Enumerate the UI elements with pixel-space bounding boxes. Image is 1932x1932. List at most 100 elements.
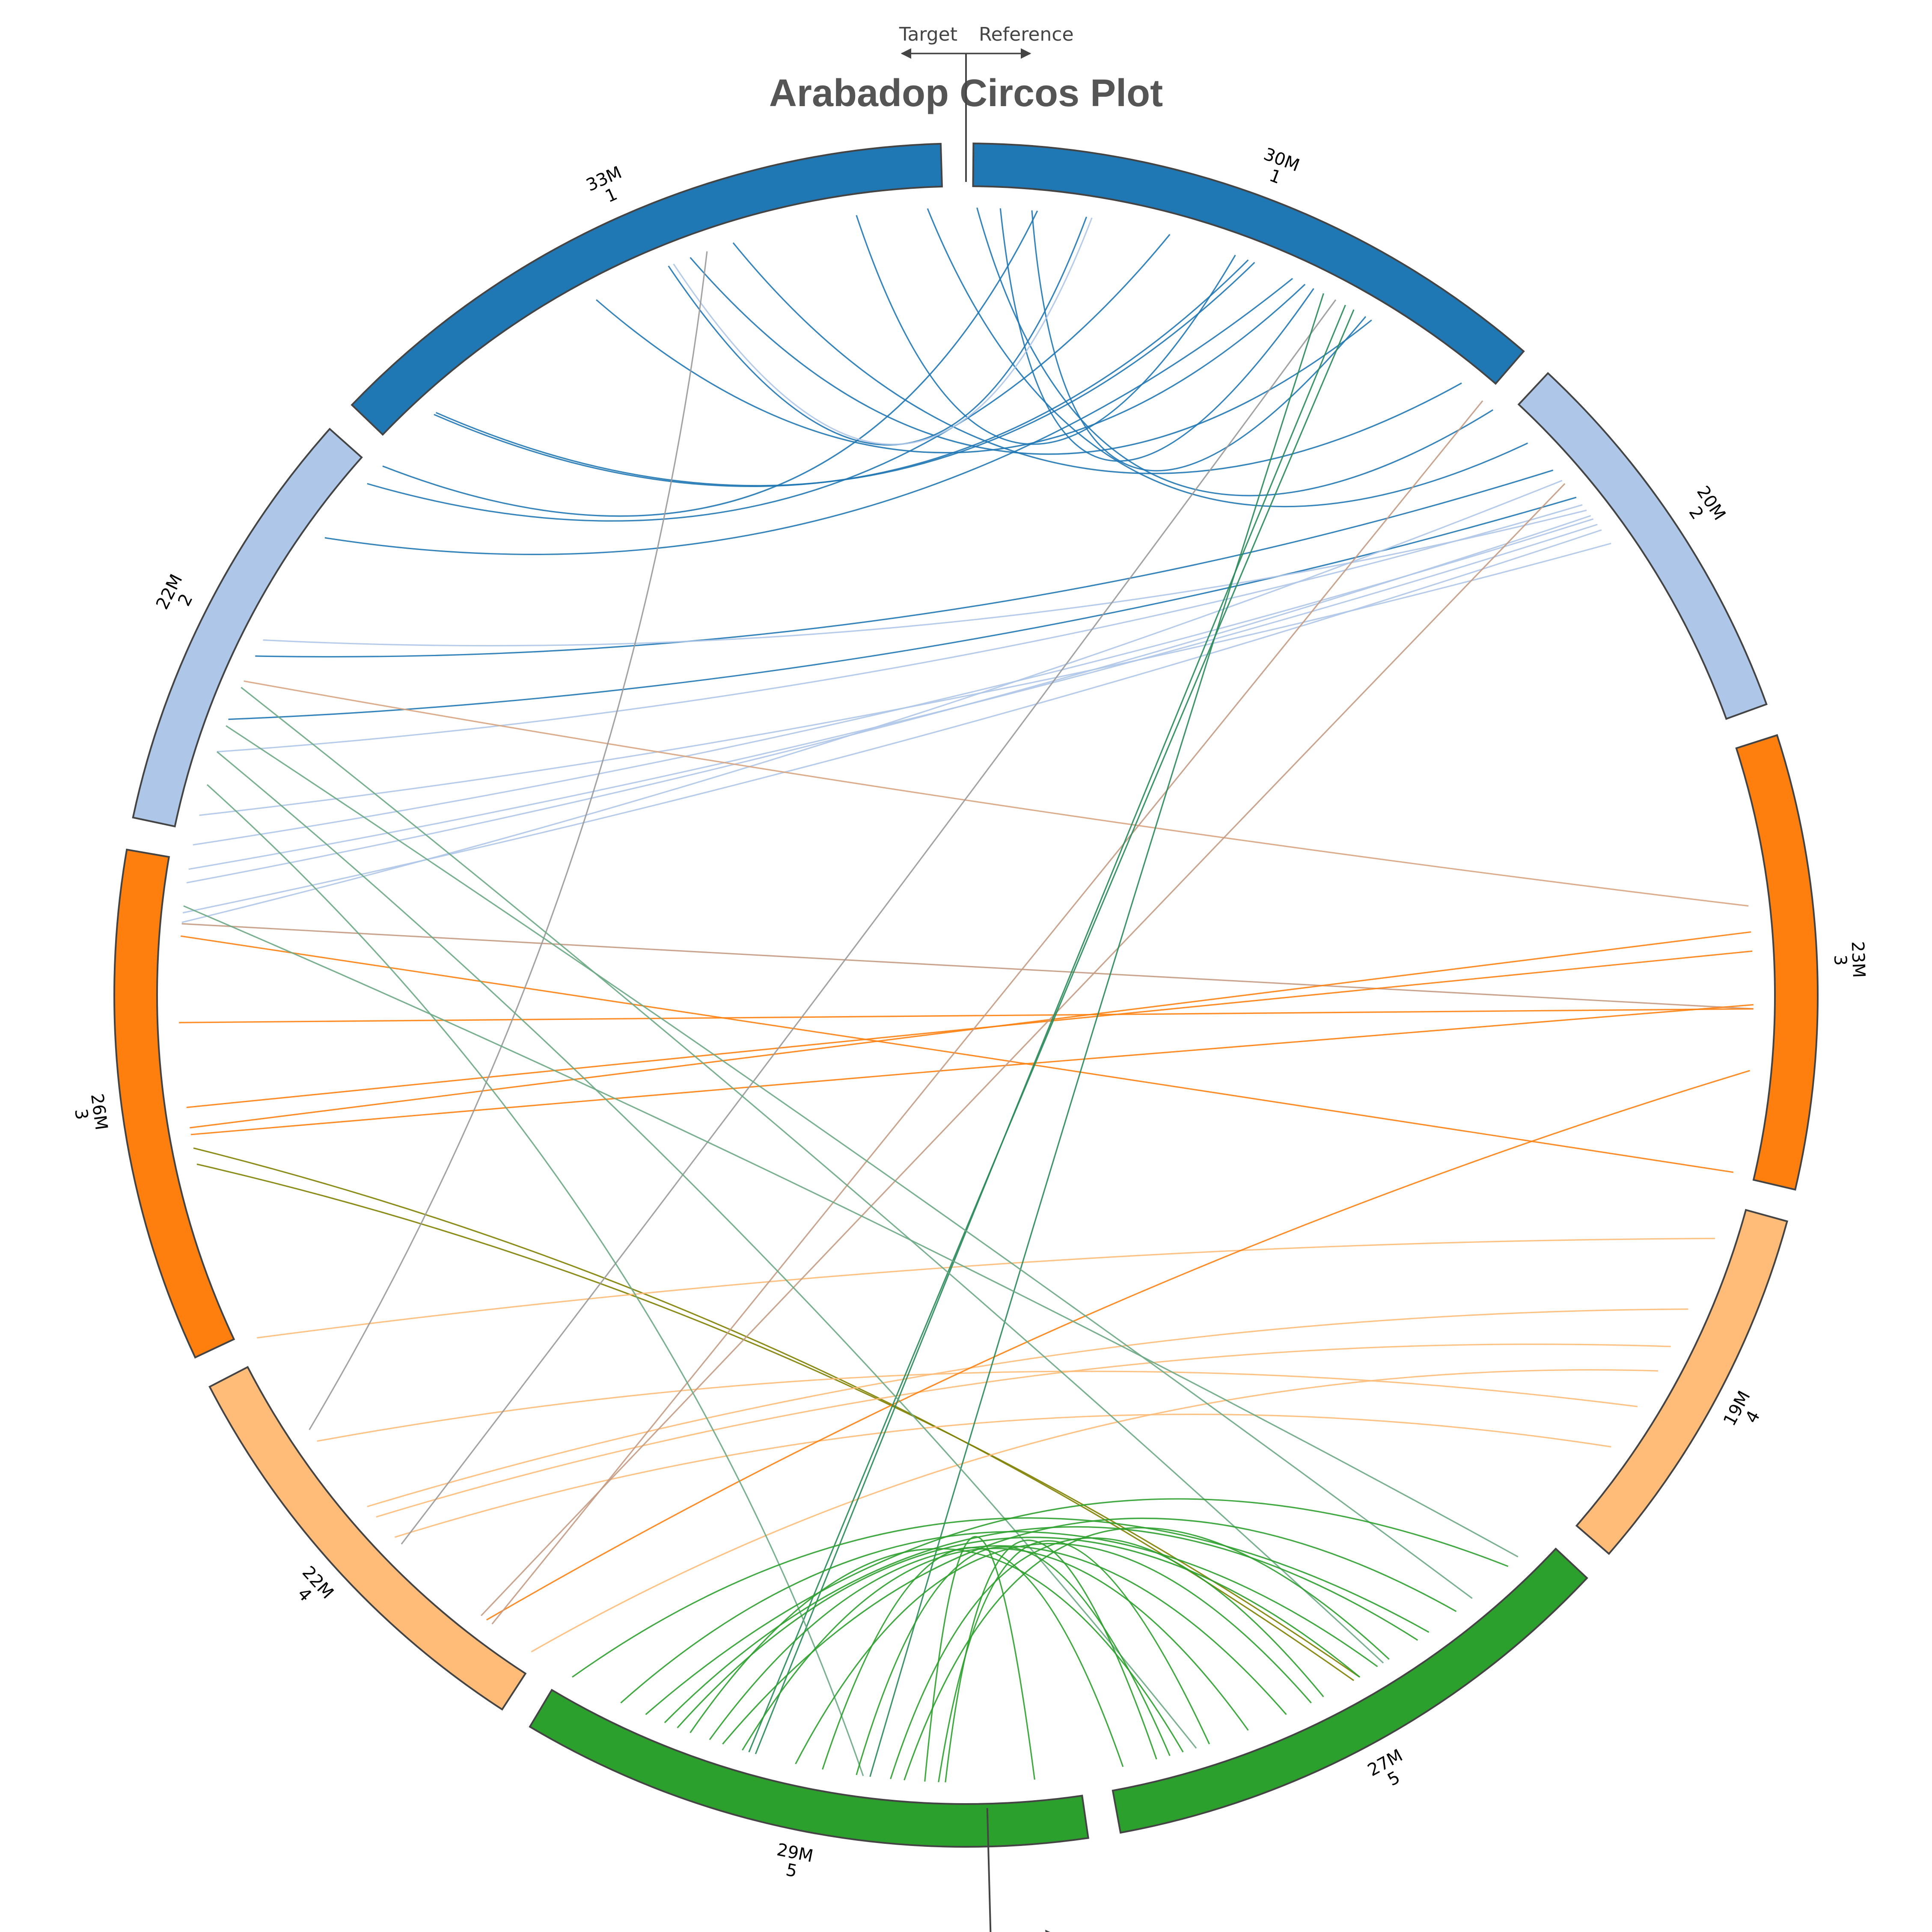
segment-chromosome-label: 3: [71, 1108, 92, 1121]
segment-3: [1735, 734, 1819, 1191]
link-60: [890, 1537, 1324, 1780]
segment-chromosome-label: 5: [784, 1860, 799, 1881]
segment-10: [351, 143, 943, 436]
link-59: [856, 1546, 1171, 1775]
link-9: [382, 210, 1038, 517]
link-67: [690, 1548, 1184, 1753]
link-1: [927, 208, 1528, 508]
segment-2: [1517, 372, 1768, 720]
link-56: [677, 1537, 1361, 1729]
link-26: [244, 680, 1749, 907]
link-27: [181, 923, 1754, 1010]
link-39: [394, 1413, 1611, 1538]
link-44: [491, 400, 1483, 1625]
link-61: [904, 1527, 1390, 1780]
link-10: [668, 217, 1087, 446]
link-51: [217, 751, 1197, 1749]
marker-tick: [986, 1808, 992, 1932]
links-layer: [179, 207, 1754, 1783]
link-20: [199, 543, 1611, 816]
link-5: [596, 284, 1306, 454]
link-15: [673, 217, 1093, 445]
segment-7: [208, 1366, 527, 1711]
link-8: [367, 234, 1171, 522]
link-19: [217, 504, 1583, 753]
segment-6: [529, 1688, 1089, 1848]
marker-target-label: Target: [899, 24, 957, 45]
segment-4: [1575, 1209, 1788, 1555]
segment-1: [972, 143, 1525, 385]
link-34: [196, 1163, 1360, 1678]
link-54: [645, 1498, 1509, 1715]
link-22: [193, 518, 1594, 846]
link-58: [742, 1548, 1249, 1751]
segment-5: [1112, 1547, 1588, 1834]
segment-9: [132, 428, 363, 828]
link-55: [664, 1526, 1418, 1724]
link-23: [188, 523, 1598, 870]
segment-8: [113, 848, 235, 1359]
link-16: [255, 470, 1554, 658]
link-3: [732, 242, 1462, 474]
markers-layer: TargetReferenceTargetReference: [899, 24, 1074, 1932]
link-37: [367, 1308, 1688, 1507]
link-66: [822, 1547, 1124, 1770]
marker-reference-label: Reference: [979, 24, 1074, 45]
segment-size-label: 19M: [1720, 1388, 1754, 1429]
link-43: [401, 299, 1337, 1545]
link-63: [924, 1536, 1035, 1782]
segment-chromosome-label: 4: [1742, 1408, 1764, 1427]
link-11: [856, 215, 1236, 445]
segment-chromosome-label: 1: [602, 184, 620, 206]
link-35: [257, 1237, 1715, 1339]
link-32: [190, 1004, 1754, 1135]
link-36: [317, 1370, 1638, 1442]
link-53: [183, 905, 1519, 1557]
segment-size-label: 26M: [87, 1092, 111, 1131]
link-57: [709, 1545, 1287, 1740]
link-49: [241, 687, 1384, 1664]
segment-chromosome-label: 1: [1266, 166, 1284, 188]
link-28: [180, 935, 1734, 1173]
link-42: [309, 251, 708, 1430]
link-50: [226, 725, 1473, 1599]
segment-chromosome-label: 3: [1830, 954, 1850, 966]
link-70: [722, 1517, 1457, 1745]
link-29: [179, 1008, 1754, 1023]
link-68: [938, 1540, 1210, 1783]
link-48: [755, 304, 1346, 1754]
link-2: [976, 207, 1494, 496]
segment-size-label: 23M: [1848, 941, 1869, 978]
link-21: [186, 515, 1591, 884]
link-64: [572, 1517, 1430, 1678]
link-13: [1031, 210, 1367, 472]
link-38: [376, 1343, 1671, 1518]
link-46: [869, 293, 1324, 1777]
link-52: [206, 784, 864, 1776]
link-12: [999, 208, 1314, 462]
link-18: [263, 509, 1587, 647]
link-47: [748, 309, 1355, 1753]
link-17: [228, 496, 1577, 720]
link-24: [182, 529, 1602, 914]
link-14: [324, 278, 1293, 555]
link-40: [486, 1070, 1750, 1621]
link-31: [190, 931, 1751, 1129]
link-65: [795, 1543, 1312, 1765]
link-41: [531, 1369, 1659, 1653]
segment-chromosome-label: 2: [174, 591, 197, 609]
segments-layer: [113, 143, 1819, 1848]
link-45: [481, 483, 1566, 1617]
